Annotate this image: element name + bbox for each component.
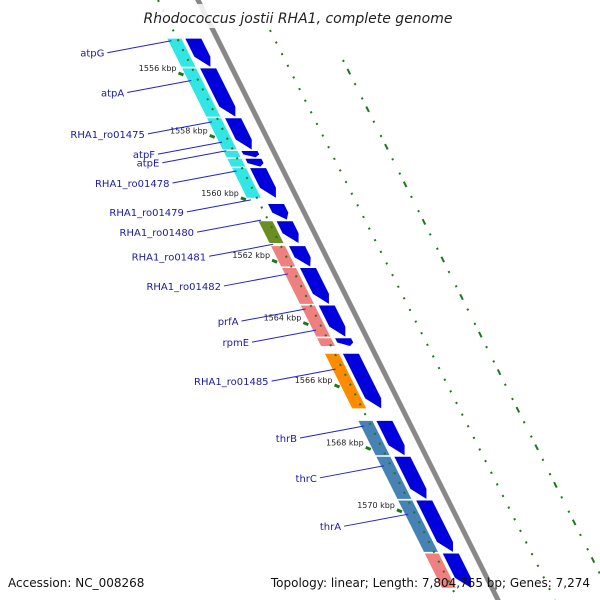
scale-tick [209, 134, 216, 139]
scale-ticks: 1556 kbp 1558 kbp 1560 kbp 1562 kbp 1564 kbp… [139, 64, 403, 514]
tick-label: 1570 kbp [357, 501, 395, 510]
gene-leader-line [343, 513, 409, 527]
gene-leader-line [319, 465, 385, 479]
gene-label: rpmE [223, 338, 250, 349]
gene-block [300, 305, 331, 337]
gene-arrow [342, 353, 382, 409]
gene-label: RHA1_ro01475 [70, 130, 145, 141]
tick-label: 1564 kbp [264, 314, 302, 323]
map-title: Rhodococcus jostii RHA1, complete genome [143, 11, 452, 27]
gene-leader-line [127, 80, 192, 93]
gene-arrow [268, 204, 289, 220]
gene-label: atpF [133, 150, 155, 161]
gene-label: thrB [276, 434, 297, 445]
gene-block [376, 456, 412, 499]
tick-label: 1568 kbp [326, 438, 364, 447]
gene-block [317, 338, 335, 346]
accession-text: Accession: NC_008268 [8, 576, 144, 590]
scale-tick [177, 71, 185, 77]
gene-arrow [276, 221, 299, 244]
gene-label: atpG [80, 49, 104, 60]
gene-label: prfA [218, 317, 239, 328]
gene-arrow [394, 456, 427, 499]
gene-block [232, 168, 261, 198]
title-background [140, 4, 458, 28]
gene-label: atpA [101, 89, 124, 100]
gene-leader-line [172, 170, 237, 184]
tick-label: 1560 kbp [201, 189, 239, 198]
gene-block [207, 118, 237, 150]
gene-arrow [241, 151, 260, 158]
gene-leader-line [196, 219, 262, 233]
gene-block [182, 68, 221, 117]
gene-arrow [200, 68, 236, 117]
strand-arrows [185, 38, 471, 588]
gene-arrow [289, 246, 311, 267]
gene-leader-line [209, 243, 274, 257]
tick-label: 1562 kbp [232, 251, 270, 260]
gene-label: RHA1_ro01485 [194, 377, 269, 388]
gc-skew-dots [157, 0, 600, 600]
gene-block [358, 420, 390, 456]
gene-leader-line [299, 425, 365, 439]
tick-label: 1556 kbp [139, 64, 177, 73]
gene-label: thrC [296, 474, 317, 485]
gene-leader-line [223, 273, 289, 287]
gene-arrow [335, 338, 354, 346]
backbone-layer [195, 0, 501, 600]
gene-block [271, 246, 296, 267]
gc-dots-inner [157, 0, 459, 600]
gene-block [223, 151, 241, 158]
tick-label: 1566 kbp [295, 376, 333, 385]
gene-leader-line [157, 141, 223, 155]
gene-leader-line [162, 150, 227, 164]
gene-label: atpE [137, 159, 160, 170]
gene-arrow [416, 500, 453, 552]
gene-block [398, 500, 438, 552]
gene-arrow [318, 305, 346, 337]
scale-tick [396, 508, 403, 514]
gene-label: RHA1_ro01478 [95, 179, 170, 190]
gene-track [167, 38, 456, 588]
gene-arrow [442, 553, 471, 588]
genome-backbone-line [195, 0, 501, 600]
gene-label: thrA [320, 522, 341, 533]
gene-arrow [376, 420, 405, 456]
gene-leader-line [107, 40, 172, 54]
gene-label: RHA1_ro01479 [109, 208, 184, 219]
gene-arrow [250, 168, 276, 198]
gene-arrow [245, 158, 264, 167]
gene-leader-line [186, 199, 252, 213]
scale-tick [302, 321, 309, 326]
gene-leader-line [241, 308, 306, 322]
gene-leader-line [251, 329, 317, 343]
gene-block [282, 268, 314, 304]
gene-block [227, 158, 246, 167]
gene-label: RHA1_ro01480 [120, 228, 195, 239]
gene-block [424, 553, 456, 588]
gene-label: RHA1_ro01482 [146, 282, 221, 293]
scale-tick [240, 196, 247, 202]
gene-leader-line [271, 368, 336, 382]
gene-block [249, 203, 273, 221]
genome-summary-text: Topology: linear; Length: 7,804,765 bp; … [270, 576, 590, 590]
scale-tick [333, 383, 341, 389]
scale-tick [365, 446, 372, 451]
gene-leader-line [147, 121, 213, 135]
gene-arrow [225, 118, 252, 150]
gene-arrow [300, 268, 329, 304]
scale-tick [271, 258, 278, 264]
gene-label: RHA1_ro01481 [132, 252, 207, 263]
gene-arrow [185, 38, 211, 67]
tick-label: 1558 kbp [170, 126, 208, 135]
